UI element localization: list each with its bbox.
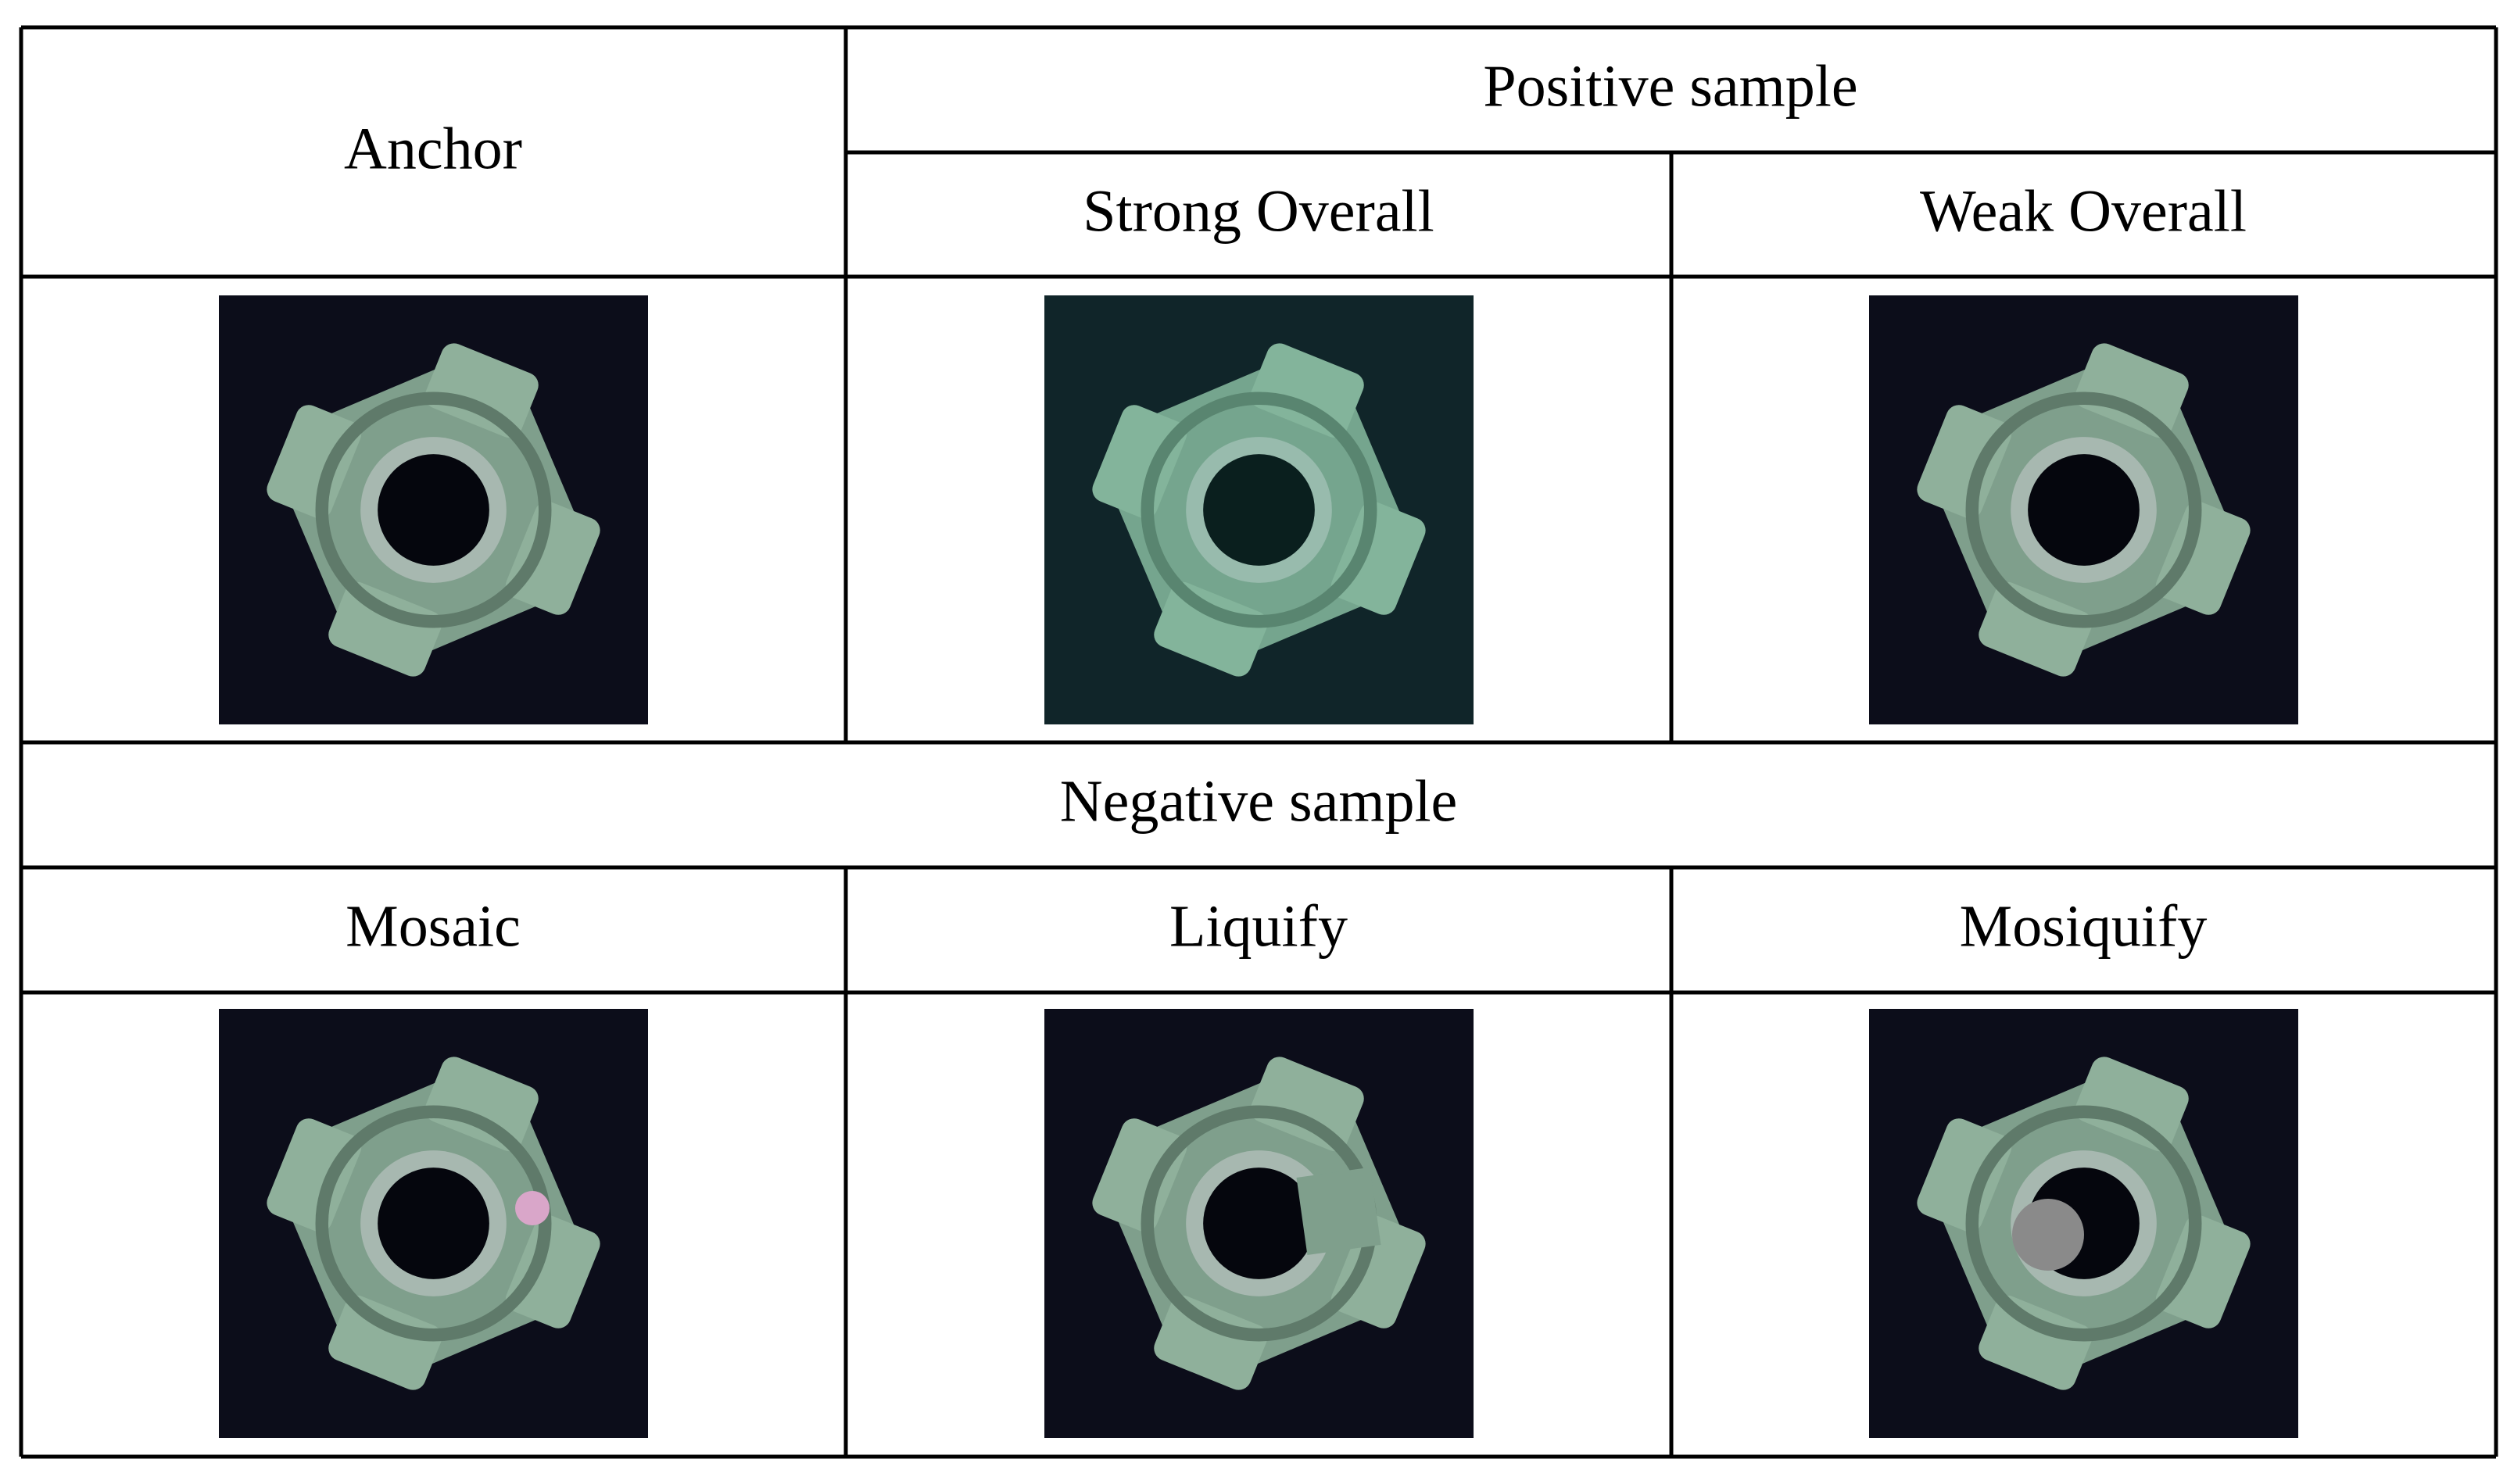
header-weak: Weak Overall [1920,178,2247,244]
header-strong: Strong Overall [1083,178,1434,244]
negative-label: Liquify [1169,893,1348,959]
mosaic-image [196,986,670,1460]
header-anchor: Anchor [344,116,522,181]
header-positive: Positive sample [1483,53,1857,119]
table-rules [19,25,2498,1459]
strong-image [1044,295,1474,724]
negative-label: Mosiquify [1960,893,2208,959]
weak-image [1846,273,2320,746]
mosiquify-image [1846,986,2320,1460]
anchor-image [196,273,670,746]
header-negative: Negative sample [1060,768,1458,834]
negative-label: Mosaic [346,893,521,959]
liquify-image [1022,986,1495,1460]
